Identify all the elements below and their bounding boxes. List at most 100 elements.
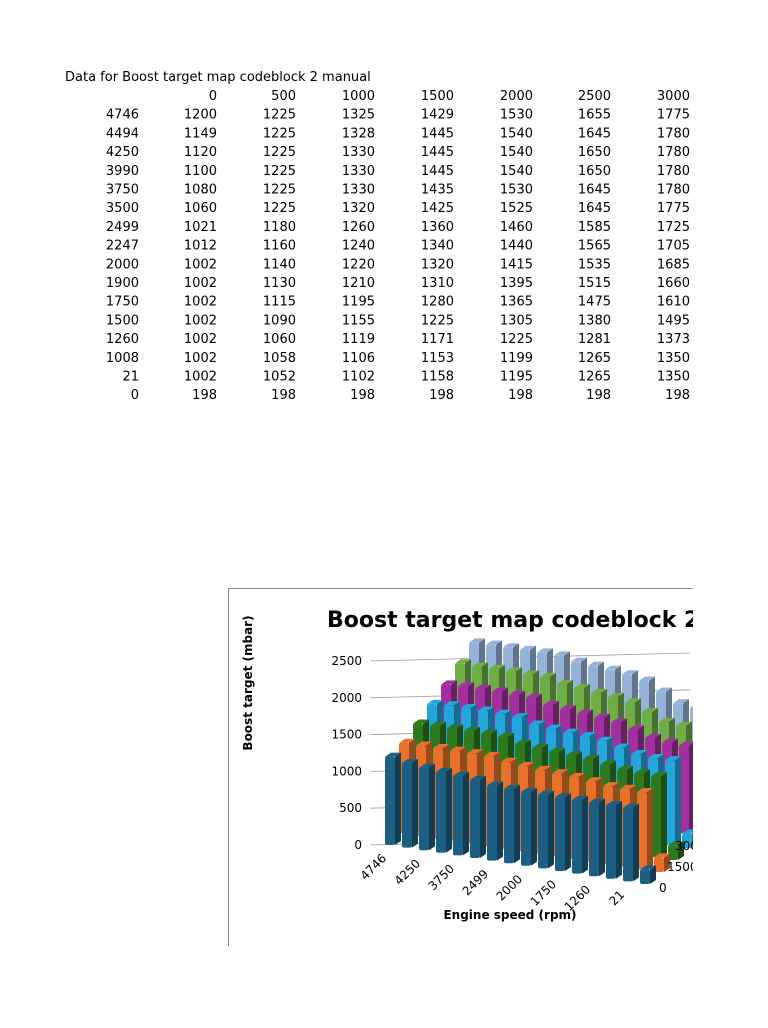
- table: 0 500 1000 1500 2000 2500 3000 4746 1200 1225 1325…: [106, 89, 690, 403]
- bar-side: [675, 756, 681, 846]
- table-cell: 1775: [657, 201, 690, 216]
- row-label: 2247: [106, 239, 139, 254]
- bar-top: [453, 771, 469, 776]
- table-cell: 1102: [342, 370, 375, 385]
- table-cell: 198: [429, 388, 454, 403]
- bar-top: [467, 749, 483, 754]
- bar-top: [676, 721, 692, 726]
- bar-top: [461, 703, 477, 708]
- bar: [436, 771, 446, 853]
- bar-top: [487, 781, 503, 786]
- table-cell: 1780: [657, 164, 690, 179]
- bar-top: [696, 817, 712, 821]
- row-label: 1750: [106, 295, 139, 310]
- bar-top: [628, 725, 644, 730]
- bar-top: [515, 739, 531, 744]
- bar: [654, 857, 664, 872]
- bar-top: [611, 718, 627, 723]
- bar-side: [429, 763, 435, 851]
- column-header: 1000: [342, 89, 375, 104]
- bar-top: [504, 784, 520, 789]
- table-cell: 1265: [578, 351, 611, 366]
- y-tick-label: 2000: [331, 691, 362, 705]
- table-cell: 1200: [184, 108, 217, 123]
- table-cell: 198: [508, 388, 533, 403]
- table-cell: 1140: [263, 257, 296, 272]
- table-cell: 1002: [184, 332, 217, 347]
- bar-top: [552, 769, 568, 774]
- bar-top: [538, 790, 554, 795]
- table-cell: 1645: [578, 183, 611, 198]
- bar: [707, 710, 717, 809]
- table-cell: 1650: [578, 145, 611, 160]
- x-tick-label: 4250: [392, 856, 423, 887]
- x-tick-label: 1260: [562, 882, 593, 913]
- table-cell: 1002: [184, 313, 217, 328]
- bar-top: [427, 699, 443, 704]
- column-header: 2000: [500, 89, 533, 104]
- bar: [606, 805, 616, 879]
- bar: [710, 809, 720, 824]
- row-label: 1500: [106, 313, 139, 328]
- table-cell: 1425: [421, 201, 454, 216]
- bar-top: [605, 665, 621, 670]
- bar-side: [720, 805, 726, 824]
- table-cell: 1155: [342, 313, 375, 328]
- x-axis-title: Engine speed (rpm): [443, 908, 576, 922]
- row-label: 21: [122, 370, 139, 385]
- table-cell: 1685: [657, 257, 690, 272]
- table-cell: 1002: [184, 351, 217, 366]
- bar-top: [682, 829, 693, 834]
- column-header: 1500: [421, 89, 454, 104]
- row-label: 4250: [106, 145, 139, 160]
- bar-side: [599, 798, 605, 877]
- bar-top: [385, 752, 401, 757]
- bar-side: [692, 832, 693, 848]
- bar-top: [654, 853, 670, 858]
- x-tick-label: 2000: [494, 872, 525, 903]
- depth-tick-label: 1500: [667, 860, 698, 874]
- bar-top: [503, 643, 519, 648]
- bar-top: [455, 659, 471, 664]
- table-cell: 1540: [500, 126, 533, 141]
- bar-top: [586, 777, 602, 782]
- bar-top: [464, 726, 480, 731]
- table-cell: 1012: [184, 239, 217, 254]
- table-cell: 1225: [263, 145, 296, 160]
- bar: [538, 794, 548, 869]
- bar: [724, 797, 734, 812]
- bar-top: [472, 662, 488, 667]
- row-label: 1900: [106, 276, 139, 291]
- bar-top: [690, 705, 693, 708]
- table-cell: 1525: [500, 201, 533, 216]
- bar-top: [614, 743, 630, 748]
- table-cell: 1380: [578, 313, 611, 328]
- table-cell: 1540: [500, 145, 533, 160]
- y-axis-title: Boost target (mbar): [241, 615, 255, 750]
- table-cell: 1530: [500, 183, 533, 198]
- bar-top: [529, 720, 545, 725]
- bar-top: [606, 801, 622, 806]
- bar-top: [540, 672, 556, 677]
- table-cell: 1725: [657, 220, 690, 235]
- table-cell: 1021: [184, 220, 217, 235]
- table-cell: 1002: [184, 295, 217, 310]
- table-cell: 1415: [500, 257, 533, 272]
- table-cell: 1429: [421, 108, 454, 123]
- table-cell: 1225: [263, 183, 296, 198]
- table-cell: 1158: [421, 370, 454, 385]
- bar-top: [450, 746, 466, 751]
- table-cell: 1530: [500, 108, 533, 123]
- table-cell: 1535: [578, 257, 611, 272]
- x-tick-label: 4746: [358, 851, 389, 882]
- bar-top: [436, 767, 452, 772]
- bar-top: [546, 724, 562, 729]
- bar-top: [444, 701, 460, 706]
- table-cell: 1090: [263, 313, 296, 328]
- table-cell: 1002: [184, 370, 217, 385]
- bar-top: [566, 751, 582, 756]
- row-label: 4494: [106, 126, 139, 141]
- table-cell: 1445: [421, 145, 454, 160]
- bar-side: [548, 790, 554, 869]
